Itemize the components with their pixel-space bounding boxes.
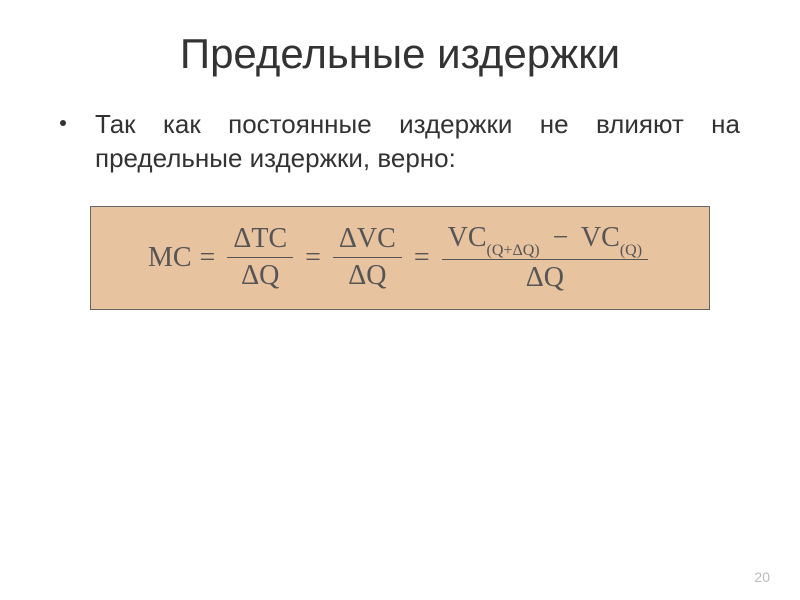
fraction-2: ΔVC ΔQ bbox=[333, 223, 402, 292]
equals-sign: = bbox=[414, 242, 430, 274]
formula: MC = ΔTC ΔQ = ΔVC ΔQ = VC(Q+ΔQ) − VC(Q) … bbox=[148, 222, 652, 295]
fraction-1: ΔTC ΔQ bbox=[227, 223, 293, 292]
minus-sign: − bbox=[553, 222, 569, 253]
equals-sign: = bbox=[200, 242, 216, 274]
fraction-3: VC(Q+ΔQ) − VC(Q) ΔQ bbox=[442, 222, 648, 295]
equals-sign: = bbox=[305, 242, 321, 274]
formula-lhs: MC bbox=[148, 242, 192, 274]
page-number: 20 bbox=[754, 569, 770, 585]
bullet-item: Так как постоянные издержки не влияют на… bbox=[50, 108, 750, 176]
slide-title: Предельные издержки bbox=[50, 30, 750, 78]
slide-container: Предельные издержки Так как постоянные и… bbox=[0, 0, 800, 600]
formula-box: MC = ΔTC ΔQ = ΔVC ΔQ = VC(Q+ΔQ) − VC(Q) … bbox=[90, 206, 710, 311]
frac3-numerator: VC(Q+ΔQ) − VC(Q) bbox=[442, 222, 648, 261]
vc-term-2: VC bbox=[581, 222, 620, 253]
frac1-denominator: ΔQ bbox=[235, 258, 285, 292]
vc-term-1: VC bbox=[448, 222, 487, 253]
frac2-numerator: ΔVC bbox=[333, 223, 402, 258]
body-text: Так как постоянные издержки не влияют на… bbox=[80, 108, 750, 176]
frac1-numerator: ΔTC bbox=[227, 223, 293, 258]
frac2-denominator: ΔQ bbox=[342, 258, 392, 292]
bullet-icon bbox=[60, 120, 66, 126]
vc2-subscript: (Q) bbox=[620, 242, 642, 259]
vc1-subscript: (Q+ΔQ) bbox=[487, 242, 540, 259]
frac3-denominator: ΔQ bbox=[520, 260, 570, 294]
